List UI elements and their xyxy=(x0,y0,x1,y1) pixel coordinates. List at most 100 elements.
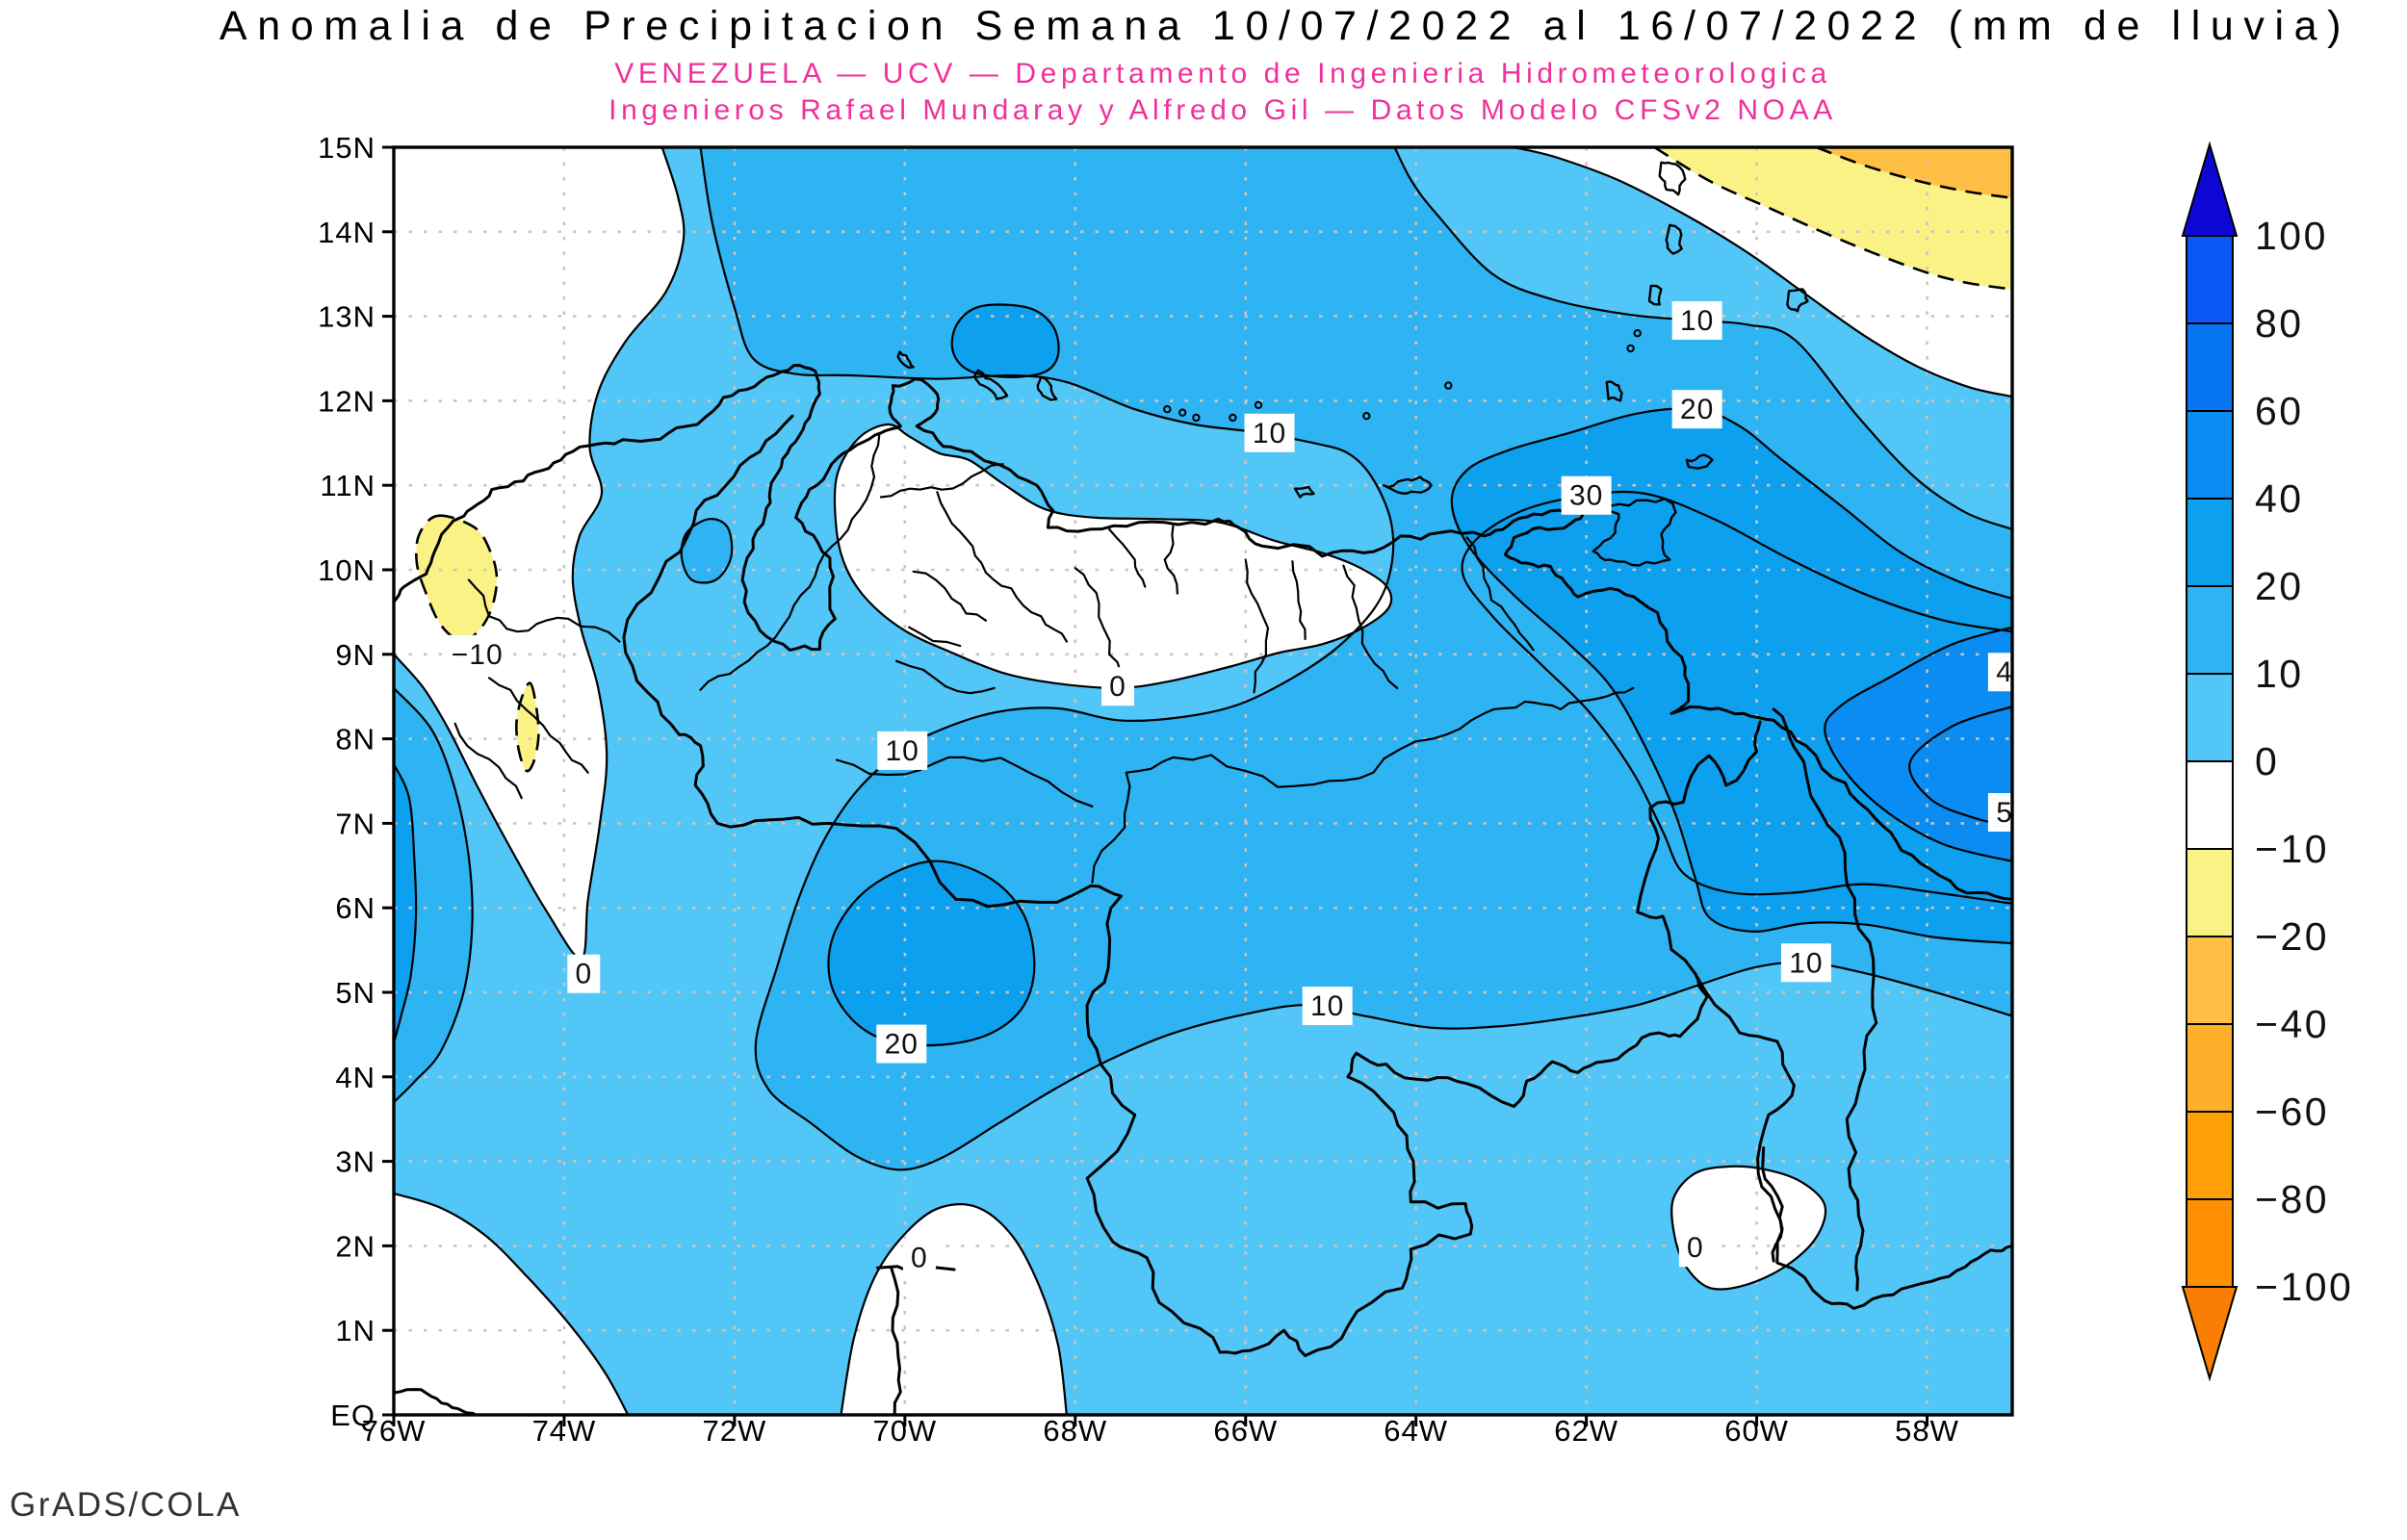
contour-0-northwest xyxy=(394,147,686,960)
fill-east-region-20-40 xyxy=(1451,408,2012,944)
contour-label-box-10 xyxy=(1671,300,1722,340)
axis-tick-labels: EQ 1N 2N 3N 4N 5N 6N 7N 8N 9N 10N 11N 12N 13N 14N 15N 76… xyxy=(318,131,1959,1448)
contour-label-0: 0 xyxy=(1109,671,1126,703)
subtitle-line-2: Ingenieros Rafael Mundaray y Alfredo Gil… xyxy=(608,94,1837,126)
border-venezuela-colombia xyxy=(622,414,1222,1354)
fill-caribbean-blob-20-40 xyxy=(951,304,1059,377)
y-axis-label-13N: 13N xyxy=(318,300,375,334)
legend-label-60: 60 xyxy=(2255,389,2304,433)
island-5 xyxy=(1658,161,1687,196)
island-9 xyxy=(973,369,1009,400)
border-colombia-2 xyxy=(890,1266,902,1415)
contour-label-box-50 xyxy=(1987,792,2012,832)
legend-segment-10 xyxy=(2186,673,2234,762)
island-11 xyxy=(896,350,915,370)
border-colombia-internal-1 xyxy=(488,677,589,774)
contour-label--10: −10 xyxy=(452,639,504,671)
fill-left-band-10-20 xyxy=(394,687,473,1103)
contour-label-20: 20 xyxy=(885,1029,919,1061)
y-axis-label-6N: 6N xyxy=(335,891,375,925)
border-venezuela-state-12 xyxy=(1091,686,1635,884)
contour-label-30: 30 xyxy=(1569,480,1603,512)
island-8 xyxy=(1605,380,1623,402)
legend-label-−100: −100 xyxy=(2255,1265,2353,1309)
y-axis-label-1N: 1N xyxy=(335,1314,375,1348)
legend-segment-−40 xyxy=(2186,1023,2234,1113)
contour-label-box-10 xyxy=(1780,943,1831,983)
y-axis-label-14N: 14N xyxy=(318,216,375,249)
contour-0-northeast xyxy=(1514,147,2012,398)
legend-segment-−10 xyxy=(2186,848,2234,937)
x-axis-label-62W: 62W xyxy=(1554,1414,1618,1448)
grads-credit: GrADS/COLA xyxy=(10,1486,242,1524)
contour-label-10: 10 xyxy=(1789,947,1823,979)
y-axis-label-9N: 9N xyxy=(335,638,375,672)
contour-label-0: 0 xyxy=(575,959,592,990)
y-axis-label-4N: 4N xyxy=(335,1061,375,1094)
island-dot xyxy=(1633,329,1642,338)
x-axis-label-64W: 64W xyxy=(1384,1414,1448,1448)
contour-fill-regions xyxy=(394,147,2012,1415)
contour-minus10-west-sliver xyxy=(515,681,540,773)
contour-label-box-40 xyxy=(1987,653,2012,692)
y-axis-label-12N: 12N xyxy=(318,384,375,418)
y-axis-label-2N: 2N xyxy=(335,1229,375,1263)
x-axis-label-72W: 72W xyxy=(703,1414,767,1448)
plot-frame xyxy=(392,145,2014,1417)
y-axis-label-15N: 15N xyxy=(318,131,375,165)
island-dot xyxy=(1362,412,1371,421)
legend-label-−60: −60 xyxy=(2255,1090,2329,1134)
y-axis-label-3N: 3N xyxy=(335,1145,375,1179)
contour-20-east xyxy=(1450,407,2012,945)
island-10 xyxy=(1036,375,1058,401)
island-6 xyxy=(1665,223,1683,255)
border-guyana-brazil xyxy=(1694,972,2012,1310)
contour-minus20-northeast xyxy=(1815,147,2012,199)
x-axis-label-74W: 74W xyxy=(532,1414,597,1448)
contour-0-southwest xyxy=(394,1192,630,1415)
coastline xyxy=(394,364,2012,901)
fill-east-blob-40-60 xyxy=(1825,627,2012,861)
x-axis-label-58W: 58W xyxy=(1895,1414,1959,1448)
border-venezuela-state-2 xyxy=(1108,527,1147,588)
border-venezuela-brazil xyxy=(1218,972,1709,1357)
river-essequibo xyxy=(1772,707,1878,1292)
legend-label-100: 100 xyxy=(2255,214,2328,258)
contour-label-50: 50 xyxy=(1996,797,2030,829)
contour-label-10: 10 xyxy=(1310,990,1344,1022)
legend-arrow-under-minus-100 xyxy=(2181,1286,2239,1382)
contour-label-box-0 xyxy=(1678,1228,1712,1268)
island-dot xyxy=(1444,381,1453,390)
legend-segment-100 xyxy=(2186,235,2234,324)
map-clipped-content: 10 10 20 30 10 0 −10 0 10 10 20 0 0 40 50 xyxy=(394,147,2030,1415)
island-dot xyxy=(1254,400,1263,409)
legend-segment-60 xyxy=(2186,410,2234,500)
contour-label-box-10 xyxy=(1302,987,1353,1026)
island-dot xyxy=(1178,408,1187,417)
y-axis-label-8N: 8N xyxy=(335,723,375,757)
fill-maracaibo-spot-10-20 xyxy=(681,519,733,583)
fill-white-northwest xyxy=(394,147,685,959)
contour-label-20: 20 xyxy=(1680,394,1714,425)
contour-10-left-band xyxy=(394,687,474,1103)
contour-0-venezuela-central xyxy=(833,423,1393,690)
legend-label-20: 20 xyxy=(2255,564,2304,608)
border-venezuela-state-14 xyxy=(908,626,962,648)
border-venezuela-state-5 xyxy=(699,433,881,691)
contour-minus10-northeast xyxy=(1653,147,2012,291)
legend-arrow-over-100 xyxy=(2181,141,2239,237)
contour-label-10: 10 xyxy=(1680,305,1714,337)
map-plot-area: 10 10 20 30 10 0 −10 0 10 10 20 0 0 40 50 EQ 1N 2N 3N 4N 5N… xyxy=(318,131,2030,1448)
border-venezuela-state-9 xyxy=(1244,558,1270,694)
contour-30-east xyxy=(1461,490,2012,905)
legend-segment-40 xyxy=(2186,498,2234,587)
legend-label-0: 0 xyxy=(2255,739,2279,783)
contour-0-southeast xyxy=(1670,1165,1827,1291)
x-axis-label-70W: 70W xyxy=(872,1414,937,1448)
fill-white-venezuela-central xyxy=(834,424,1392,688)
contour-label-box--10 xyxy=(443,634,511,674)
contour-label-box-0 xyxy=(902,1238,936,1277)
